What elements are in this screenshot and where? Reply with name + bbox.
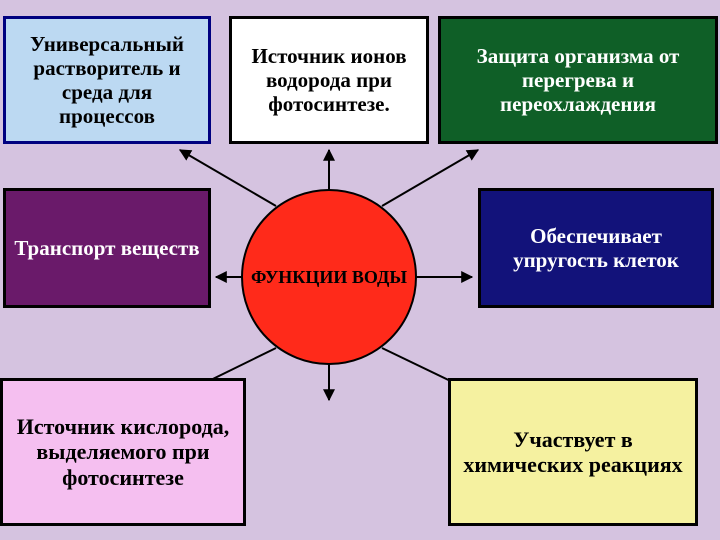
center-node: ФУНКЦИИ ВОДЫ bbox=[241, 189, 417, 365]
box-top-left: Универсальный растворитель и среда для п… bbox=[3, 16, 211, 144]
box-text: Участвует в химических реакциях bbox=[459, 427, 687, 478]
box-bottom-right: Участвует в химических реакциях bbox=[448, 378, 698, 526]
box-text: Транспорт веществ bbox=[14, 236, 199, 260]
box-text: Источник кислорода, выделяемого при фото… bbox=[11, 414, 235, 490]
box-text: Источник ионов водорода при фотосинтезе. bbox=[240, 44, 418, 116]
box-top-right: Защита организма от перегрева и переохла… bbox=[438, 16, 718, 144]
box-mid-right: Обеспечивает упругость клеток bbox=[478, 188, 714, 308]
box-mid-left: Транспорт веществ bbox=[3, 188, 211, 308]
box-text: Защита организма от перегрева и переохла… bbox=[449, 44, 707, 116]
box-top-mid: Источник ионов водорода при фотосинтезе. bbox=[229, 16, 429, 144]
box-text: Универсальный растворитель и среда для п… bbox=[14, 32, 200, 129]
box-text: Обеспечивает упругость клеток bbox=[489, 224, 703, 272]
diagram-canvas: ФУНКЦИИ ВОДЫ Универсальный растворитель … bbox=[0, 0, 720, 540]
box-bottom-left: Источник кислорода, выделяемого при фото… bbox=[0, 378, 246, 526]
center-label: ФУНКЦИИ ВОДЫ bbox=[251, 267, 407, 288]
